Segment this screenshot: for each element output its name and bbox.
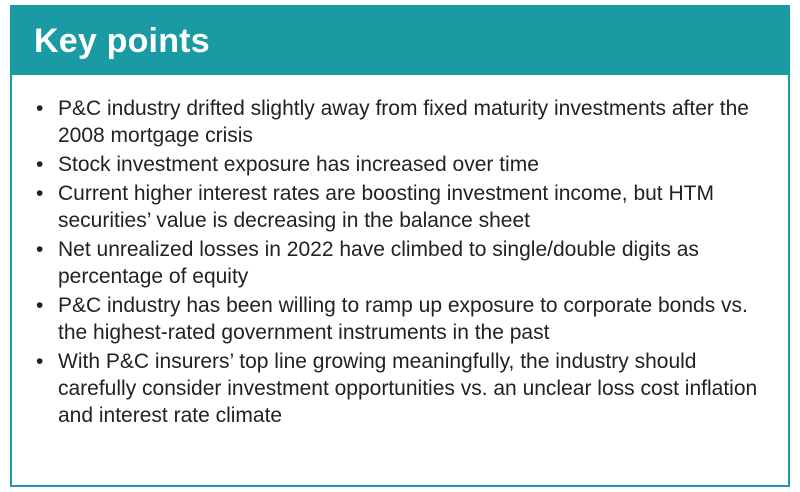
key-point-text: Current higher interest rates are boosti… <box>58 182 714 232</box>
key-point-text: P&C industry drifted slightly away from … <box>58 97 749 147</box>
bullet-icon: • <box>36 153 44 176</box>
key-point-item: • With P&C insurers’ top line growing me… <box>32 348 768 429</box>
key-point-item: • Stock investment exposure has increase… <box>32 151 768 178</box>
key-points-header: Key points <box>12 7 788 75</box>
key-points-box: Key points • P&C industry drifted slight… <box>10 5 790 487</box>
key-point-item: • P&C industry drifted slightly away fro… <box>32 95 768 149</box>
key-points-list: • P&C industry drifted slightly away fro… <box>12 75 788 429</box>
key-points-title: Key points <box>34 21 210 60</box>
key-point-text: Net unrealized losses in 2022 have climb… <box>58 238 699 288</box>
bullet-icon: • <box>36 350 44 373</box>
bullet-icon: • <box>36 238 44 261</box>
key-point-text: P&C industry has been willing to ramp up… <box>58 294 748 344</box>
key-point-item: • Current higher interest rates are boos… <box>32 180 768 234</box>
key-point-text: Stock investment exposure has increased … <box>58 153 539 176</box>
key-point-text: With P&C insurers’ top line growing mean… <box>58 350 758 427</box>
bullet-icon: • <box>36 97 44 120</box>
key-point-item: • Net unrealized losses in 2022 have cli… <box>32 236 768 290</box>
key-point-item: • P&C industry has been willing to ramp … <box>32 292 768 346</box>
bullet-icon: • <box>36 182 44 205</box>
bullet-icon: • <box>36 294 44 317</box>
